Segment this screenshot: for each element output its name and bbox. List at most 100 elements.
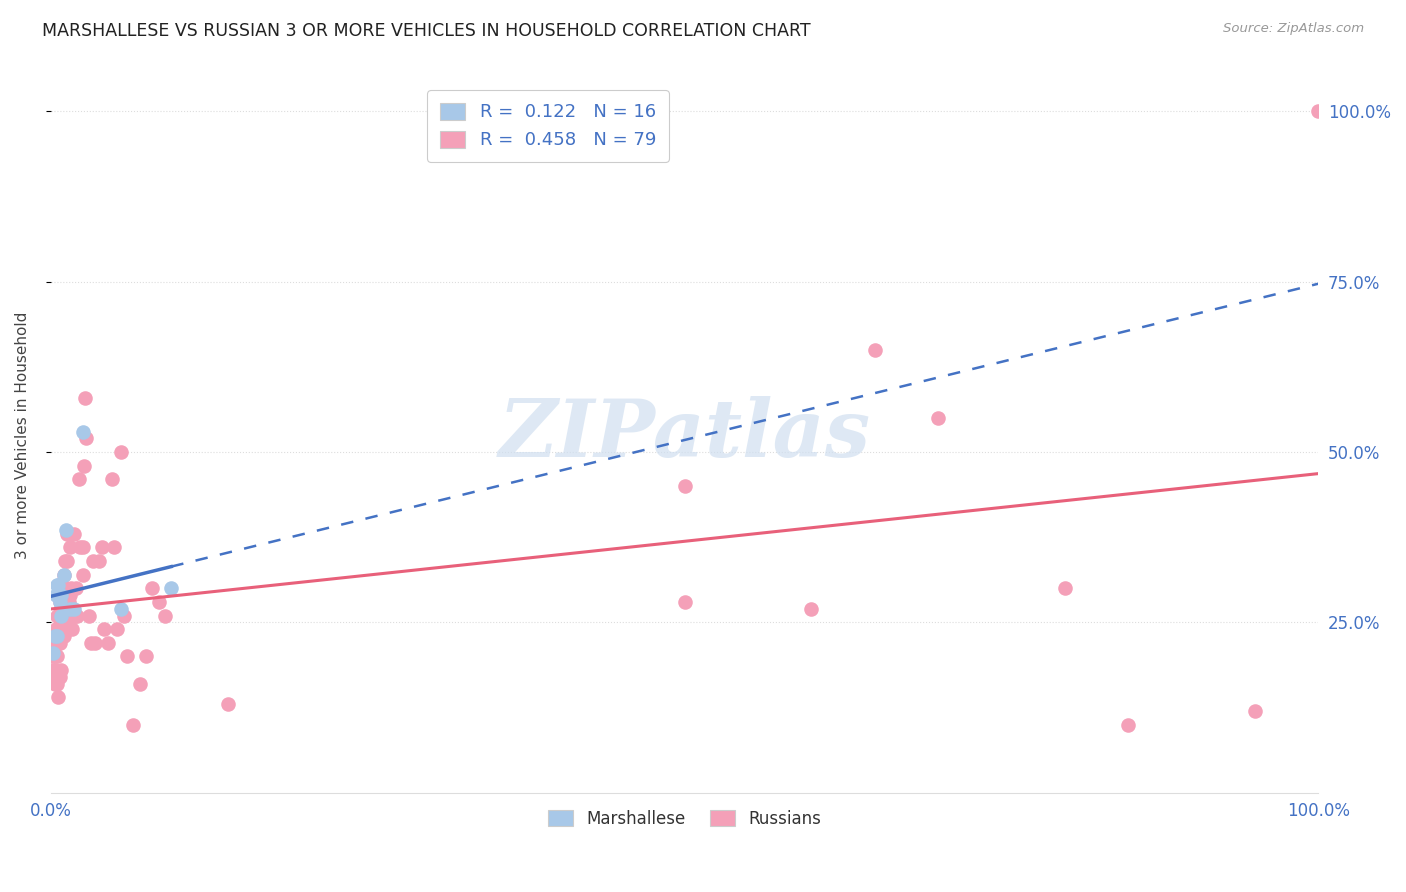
- Point: [42, 636, 65, 650]
- Point: [69, 541, 91, 555]
- Point: [49, 608, 72, 623]
- Point: [49, 663, 72, 677]
- Point: [141, 582, 163, 596]
- Point: [103, 541, 125, 555]
- Point: [800, 601, 823, 615]
- Point: [42, 646, 65, 660]
- Point: [58, 595, 80, 609]
- Point: [110, 601, 132, 615]
- Point: [48, 636, 70, 650]
- Point: [1116, 717, 1139, 731]
- Point: [128, 676, 150, 690]
- Y-axis label: 3 or more Vehicles in Household: 3 or more Vehicles in Household: [15, 311, 30, 558]
- Point: [55, 615, 77, 630]
- Point: [75, 432, 97, 446]
- Point: [160, 582, 183, 596]
- Point: [45, 588, 67, 602]
- Point: [53, 595, 76, 609]
- Point: [97, 636, 120, 650]
- Point: [73, 458, 96, 473]
- Point: [93, 622, 115, 636]
- Point: [46, 649, 69, 664]
- Point: [55, 582, 77, 596]
- Point: [56, 554, 79, 568]
- Point: [41, 649, 63, 664]
- Point: [59, 541, 82, 555]
- Point: [63, 608, 86, 623]
- Point: [73, 391, 96, 405]
- Point: [122, 717, 145, 731]
- Point: [44, 676, 66, 690]
- Point: [48, 670, 70, 684]
- Point: [153, 608, 176, 623]
- Text: MARSHALLESE VS RUSSIAN 3 OR MORE VEHICLES IN HOUSEHOLD CORRELATION CHART: MARSHALLESE VS RUSSIAN 3 OR MORE VEHICLE…: [42, 22, 811, 40]
- Point: [100, 472, 122, 486]
- Point: [52, 567, 75, 582]
- Point: [48, 690, 70, 705]
- Legend: Marshallese, Russians: Marshallese, Russians: [541, 803, 828, 834]
- Text: Source: ZipAtlas.com: Source: ZipAtlas.com: [1223, 22, 1364, 36]
- Point: [53, 554, 76, 568]
- Point: [46, 629, 69, 643]
- Point: [112, 608, 135, 623]
- Point: [65, 582, 87, 596]
- Point: [72, 425, 94, 439]
- Point: [49, 608, 72, 623]
- Point: [49, 588, 72, 602]
- Point: [44, 649, 66, 664]
- Point: [48, 595, 70, 609]
- Point: [72, 567, 94, 582]
- Point: [77, 608, 100, 623]
- Point: [148, 595, 170, 609]
- Point: [52, 567, 75, 582]
- Point: [673, 479, 696, 493]
- Point: [105, 622, 128, 636]
- Text: ZIPatlas: ZIPatlas: [499, 396, 870, 474]
- Point: [673, 595, 696, 609]
- Point: [44, 629, 66, 643]
- Point: [48, 578, 70, 592]
- Point: [48, 608, 70, 623]
- Point: [135, 649, 157, 664]
- Point: [42, 663, 65, 677]
- Point: [56, 526, 79, 541]
- Point: [67, 472, 90, 486]
- Point: [59, 601, 82, 615]
- Point: [51, 582, 73, 596]
- Point: [52, 629, 75, 643]
- Point: [110, 445, 132, 459]
- Point: [59, 588, 82, 602]
- Point: [927, 411, 949, 425]
- Point: [84, 636, 107, 650]
- Point: [80, 636, 103, 650]
- Point: [45, 622, 67, 636]
- Point: [48, 636, 70, 650]
- Point: [90, 541, 112, 555]
- Point: [1244, 704, 1267, 718]
- Point: [60, 582, 83, 596]
- Point: [44, 670, 66, 684]
- Point: [46, 676, 69, 690]
- Point: [62, 601, 84, 615]
- Point: [217, 697, 239, 711]
- Point: [52, 608, 75, 623]
- Point: [51, 608, 73, 623]
- Point: [87, 554, 110, 568]
- Point: [66, 608, 89, 623]
- Point: [46, 578, 69, 592]
- Point: [49, 622, 72, 636]
- Point: [48, 595, 70, 609]
- Point: [55, 524, 77, 538]
- Point: [62, 526, 84, 541]
- Point: [45, 636, 67, 650]
- Point: [60, 622, 83, 636]
- Point: [46, 608, 69, 623]
- Point: [1308, 104, 1330, 119]
- Point: [1053, 582, 1076, 596]
- Point: [82, 554, 104, 568]
- Point: [46, 636, 69, 650]
- Point: [863, 343, 886, 357]
- Point: [72, 541, 94, 555]
- Point: [45, 663, 67, 677]
- Point: [115, 649, 138, 664]
